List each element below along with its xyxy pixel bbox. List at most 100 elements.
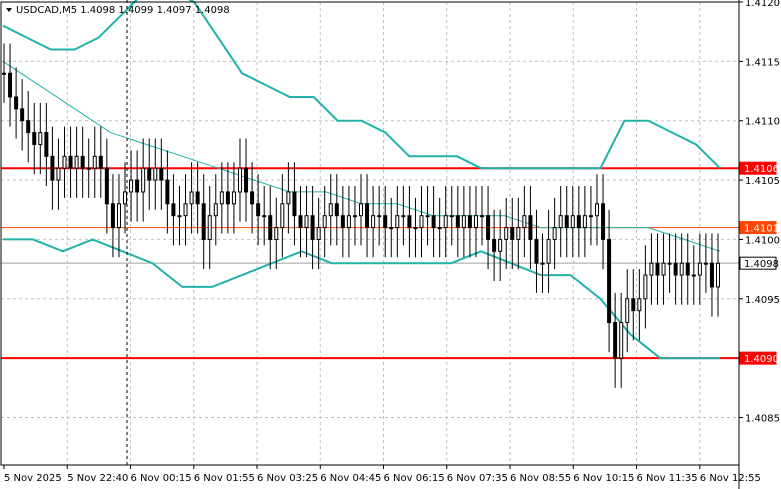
candle-body xyxy=(431,215,436,229)
candle-body xyxy=(250,191,255,205)
candle-body xyxy=(110,203,115,229)
price-label-box xyxy=(739,161,777,175)
x-tick-label: 5 Nov 2025 xyxy=(4,473,62,484)
price-label-box xyxy=(739,221,777,235)
candle-body xyxy=(643,274,648,300)
candle-body xyxy=(56,167,61,181)
candle-body xyxy=(304,215,309,229)
candle-body xyxy=(413,227,418,230)
price-label: 1.4098 xyxy=(744,259,779,270)
candle-body xyxy=(522,215,527,229)
candle-body xyxy=(649,262,654,276)
y-tick-label: 1.4120 xyxy=(745,0,780,9)
candle-body xyxy=(183,203,188,217)
candle-body xyxy=(274,227,279,240)
x-tick-label: 6 Nov 00:15 xyxy=(131,473,192,484)
candle-body xyxy=(334,203,339,217)
candle-body xyxy=(207,215,212,240)
triangle-down-icon[interactable] xyxy=(6,8,12,12)
candle-body xyxy=(328,203,333,217)
candle-body xyxy=(480,215,485,218)
candle-body xyxy=(510,227,515,240)
x-tick-label: 6 Nov 06:15 xyxy=(384,473,445,484)
candle-body xyxy=(104,167,109,205)
candle-body xyxy=(625,298,630,324)
price-label-box xyxy=(739,256,777,270)
grid-layer xyxy=(1,1,739,465)
x-tick-label: 6 Nov 01:55 xyxy=(194,473,255,484)
candle-body xyxy=(558,215,563,229)
candle-body xyxy=(631,298,636,312)
candle-body xyxy=(340,215,345,229)
candle-body xyxy=(244,167,249,193)
candle-body xyxy=(588,215,593,218)
candle-body xyxy=(594,203,599,217)
price-label: 1.4106 xyxy=(744,164,779,175)
candle-body xyxy=(377,215,382,218)
y-tick-label: 1.4085 xyxy=(745,414,780,425)
candle-body xyxy=(619,322,624,359)
candle-body xyxy=(697,262,702,276)
symbol-info: USDCAD,M5 1.4098 1.4099 1.4097 1.4098 xyxy=(16,5,230,16)
candle-body xyxy=(473,215,478,229)
candle-body xyxy=(504,227,509,240)
candle-body xyxy=(116,203,121,229)
candle-body xyxy=(455,215,460,229)
x-tick-label: 6 Nov 07:35 xyxy=(447,473,508,484)
candle-body xyxy=(365,203,370,229)
candle-body xyxy=(389,227,394,230)
candle-body xyxy=(231,191,236,205)
candle-body xyxy=(74,155,79,169)
candle-body xyxy=(62,155,67,169)
candle-body xyxy=(570,215,575,229)
candle-body xyxy=(286,191,291,205)
candle-body xyxy=(38,132,43,145)
candle-body xyxy=(546,238,551,264)
candle-body xyxy=(135,179,140,193)
plot-frame xyxy=(0,1,740,466)
candle-body xyxy=(20,108,25,122)
candle-body xyxy=(268,215,273,240)
candle-body xyxy=(292,191,297,217)
candle-body xyxy=(153,167,158,181)
candle-body xyxy=(219,191,224,205)
candle-body xyxy=(359,203,363,217)
candle-body xyxy=(419,215,424,229)
candle-body xyxy=(8,72,13,98)
candle-body xyxy=(316,227,321,240)
candle-body xyxy=(213,203,218,217)
candle-body xyxy=(486,215,491,240)
candle-body xyxy=(467,215,472,229)
candle-body xyxy=(716,262,720,288)
candle-layer xyxy=(2,43,720,388)
candle-body xyxy=(492,238,497,252)
candle-body xyxy=(407,215,412,229)
candle-body xyxy=(50,155,55,181)
candle-body xyxy=(564,215,569,229)
candle-body xyxy=(383,215,388,229)
candle-body xyxy=(68,155,73,169)
candle-body xyxy=(709,262,714,288)
candle-body xyxy=(159,167,164,181)
y-tick-label: 1.4100 xyxy=(745,235,780,246)
candle-body xyxy=(540,262,545,265)
x-tick-label: 6 Nov 12:55 xyxy=(700,473,761,484)
upper-bollinger-band xyxy=(2,0,721,170)
candle-body xyxy=(298,215,303,229)
candle-body xyxy=(673,262,678,276)
candle-body xyxy=(171,203,176,217)
candle-body xyxy=(401,215,406,218)
candle-body xyxy=(280,203,285,229)
candle-body xyxy=(256,203,261,217)
candle-body xyxy=(129,179,134,193)
candle-body xyxy=(14,96,19,110)
candle-body xyxy=(679,262,684,276)
candle-body xyxy=(516,227,521,240)
candle-body xyxy=(32,132,37,145)
candle-body xyxy=(262,215,267,218)
candle-body xyxy=(92,155,97,169)
candle-body xyxy=(195,191,200,205)
axis-layer: 1.4120 1.4115 1.4110 1.4105 1.4100 1.4095 1.40… xyxy=(3,0,780,484)
